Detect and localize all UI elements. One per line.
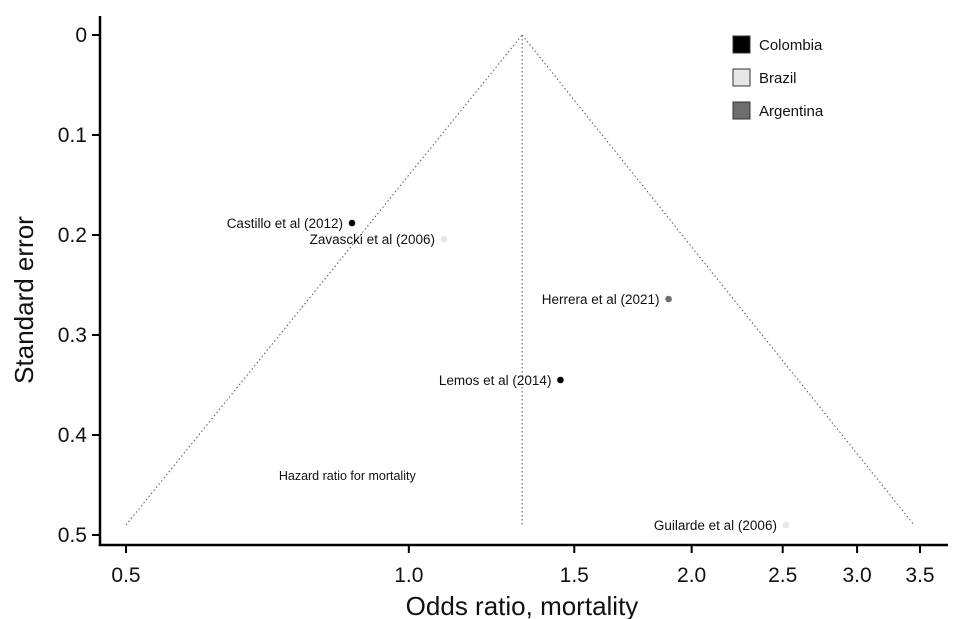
study-label: Herrera et al (2021)	[542, 292, 660, 307]
legend: Colombia Brazil Argentina	[732, 35, 824, 120]
legend-label: Brazil	[759, 70, 797, 87]
legend-swatch	[732, 101, 751, 120]
y-axis-title: Standard error	[9, 216, 39, 384]
y-tick-label: 0.5	[58, 524, 87, 547]
study-label: Lemos et al (2014)	[439, 373, 552, 388]
y-axis-ticks: 0 0.1 0.2 0.3 0.4 0.5	[58, 24, 100, 547]
y-tick-label: 0.2	[58, 224, 87, 247]
y-tick-label: 0.1	[58, 124, 87, 147]
legend-label: Argentina	[759, 103, 824, 120]
legend-swatch	[732, 35, 751, 54]
study-label: Castillo et al (2012)	[227, 216, 343, 231]
annotations: Hazard ratio for mortality	[279, 469, 417, 483]
x-tick-label: 0.5	[111, 564, 140, 587]
y-tick-label: 0.3	[58, 324, 87, 347]
x-axis-title: Odds ratio, mortality	[406, 591, 639, 619]
study-point	[557, 376, 564, 384]
study-point	[665, 295, 672, 303]
x-tick-label: 2.5	[768, 564, 797, 587]
study-label: Guilarde et al (2006)	[654, 518, 777, 533]
study-points: Castillo et al (2012)Zavascki et al (200…	[227, 216, 790, 533]
x-tick-label: 3.5	[905, 564, 934, 587]
funnel-right-line	[521, 34, 915, 526]
x-tick-label: 1.0	[394, 564, 423, 587]
annotation-text: Hazard ratio for mortality	[279, 469, 417, 483]
study-point	[348, 219, 356, 227]
y-tick-label: 0	[75, 24, 87, 47]
axes	[98, 16, 948, 547]
x-axis-ticks: 0.5 1.0 1.5 2.0 2.5 3.0 3.5	[111, 545, 935, 587]
study-point	[440, 235, 448, 243]
study-label: Zavascki et al (2006)	[310, 232, 435, 247]
funnel-left-line	[125, 34, 523, 526]
study-point	[782, 521, 790, 529]
x-tick-label: 3.0	[842, 564, 871, 587]
legend-label: Colombia	[759, 37, 823, 54]
funnel-lines	[125, 34, 915, 526]
x-tick-label: 2.0	[677, 564, 706, 587]
legend-swatch	[732, 68, 751, 87]
y-tick-label: 0.4	[58, 424, 88, 447]
x-tick-label: 1.5	[560, 564, 589, 587]
